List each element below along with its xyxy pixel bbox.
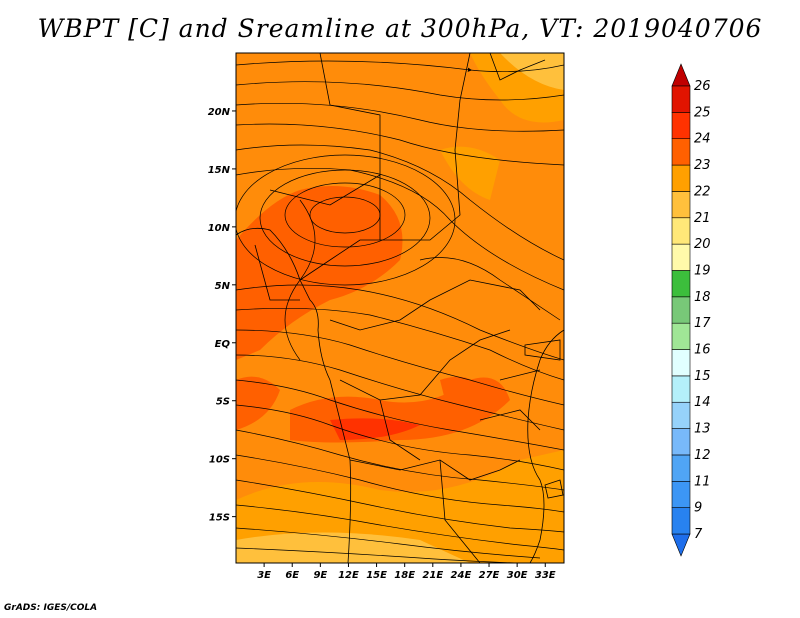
y-tick-label: 5S (216, 397, 230, 408)
colorbar-segment (671, 454, 691, 482)
streamlines (236, 60, 564, 563)
x-tick-label: 24E (451, 570, 472, 581)
y-tick-label: 10S (209, 455, 230, 466)
x-tick-label: 21E (422, 570, 443, 581)
colorbar-segment (671, 428, 691, 456)
y-tick-label: 5N (215, 281, 231, 292)
colorbar-label: 18 (694, 290, 711, 305)
colorbar-bottom-triangle (671, 533, 691, 557)
plot-frame (235, 52, 565, 564)
x-tick-label: 9E (313, 570, 327, 581)
x-tick-label: 12E (338, 570, 359, 581)
colorbar-label: 12 (694, 448, 711, 463)
colorbar-label: 20 (694, 237, 711, 252)
colorbar-legend: 7 9 11 12 13 14 15 16 17 18 19 20 21 22 23 24 25 26 (671, 63, 711, 557)
colorbar-segment (671, 164, 691, 192)
footer-credit: GrADS: IGES/COLA (4, 603, 98, 613)
x-tick-label: 18E (394, 570, 415, 581)
colorbar-label: 16 (694, 343, 711, 358)
colorbar-segment (671, 243, 691, 271)
colorbar-label: 14 (694, 395, 711, 410)
coastlines-borders (236, 53, 564, 563)
colorbar-label: 15 (694, 369, 711, 384)
colorbar-label: 21 (694, 211, 711, 226)
colorbar-segment (671, 480, 691, 508)
y-axis: 20N 15N 10N 5N EQ 5S 10S 15S (208, 107, 236, 524)
colorbar-segment (671, 191, 691, 219)
y-tick-label: 20N (208, 107, 231, 118)
colorbar-label: 13 (694, 422, 711, 437)
colorbar-label: 11 (694, 474, 711, 489)
colorbar-top-triangle (671, 63, 691, 87)
colorbar-label: 23 (694, 158, 711, 173)
y-tick-label: 15S (209, 513, 230, 524)
colorbar-segment (671, 85, 691, 113)
x-axis: 3E 6E 9E 12E 15E 18E 21E 24E 27E 30E 33E (257, 563, 556, 581)
wbpt-shading-contours (236, 53, 564, 563)
colorbar-label: 22 (694, 184, 711, 199)
y-tick-label: 15N (208, 165, 231, 176)
x-tick-label: 33E (535, 570, 556, 581)
colorbar-segment (671, 507, 691, 535)
colorbar-segment (671, 296, 691, 324)
chart-title: WBPT [C] and Sreamline at 300hPa, VT: 20… (37, 14, 763, 43)
map-plot-area (235, 52, 565, 564)
colorbar-segment (671, 138, 691, 166)
x-tick-label: 30E (507, 570, 528, 581)
x-tick-label: 3E (257, 570, 271, 581)
colorbar-label: 9 (694, 501, 702, 516)
colorbar-label: 25 (694, 105, 711, 120)
colorbar-segment (671, 322, 691, 350)
y-tick-label: EQ (215, 339, 231, 350)
x-tick-label: 15E (366, 570, 387, 581)
colorbar-label: 17 (694, 316, 711, 331)
x-tick-label: 27E (479, 570, 500, 581)
colorbar-label: 19 (694, 263, 711, 278)
x-tick-label: 6E (285, 570, 299, 581)
colorbar-segment (671, 401, 691, 429)
colorbar-segment (671, 375, 691, 403)
y-tick-label: 10N (208, 223, 231, 234)
colorbar-label: 7 (694, 527, 703, 542)
colorbar-label: 24 (694, 132, 711, 147)
colorbar-label: 26 (694, 79, 711, 94)
colorbar-segment (671, 217, 691, 245)
colorbar-segment (671, 112, 691, 140)
colorbar-segment (671, 270, 691, 298)
colorbar-segment (671, 349, 691, 377)
